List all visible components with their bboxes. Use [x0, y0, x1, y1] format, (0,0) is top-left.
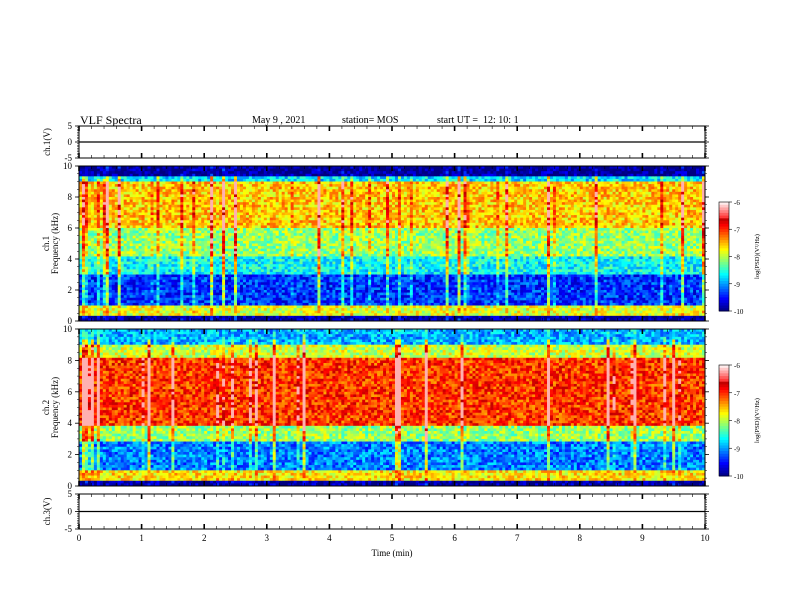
y-tick-label: 4 [68, 254, 73, 264]
y-tick-label: 2 [68, 450, 73, 460]
y-axis-label-quantity: Frequency (kHz) [50, 377, 60, 438]
y-axis-label: ch.3(V) [42, 498, 52, 526]
colorbar-tick-label: -10 [734, 473, 744, 481]
x-tick-label: 2 [202, 533, 207, 543]
colorbar-tick-label: -9 [734, 281, 740, 289]
chart-title: VLF Spectra [80, 113, 142, 128]
x-tick-label: 6 [452, 533, 457, 543]
x-tick-label: 0 [77, 533, 82, 543]
x-tick-label: 8 [578, 533, 583, 543]
colorbar-label: log(PSD)(V²/Hz) [754, 398, 761, 443]
y-axis-label-channel: ch.1 [41, 236, 51, 251]
y-tick-label: 6 [68, 387, 73, 397]
y-tick-label: 8 [68, 355, 73, 365]
panel-ch2-spectrogram [75, 328, 732, 487]
y-tick-label: 6 [68, 223, 73, 233]
colorbar-tick-label: -6 [734, 199, 740, 207]
colorbar-tick-label: -8 [734, 418, 740, 426]
colorbar-tick-label: -7 [734, 390, 740, 398]
colorbar-tick-label: -6 [734, 362, 740, 370]
y-tick-label: 5 [68, 489, 73, 499]
panel-ch3-waveform [75, 493, 709, 530]
colorbar-tick-label: -9 [734, 445, 740, 453]
x-tick-label: 1 [139, 533, 144, 543]
colorbar-tick-label: -7 [734, 226, 740, 234]
y-tick-label: -5 [65, 524, 73, 534]
colorbar-ch1-spectrogram [718, 201, 732, 312]
colorbar-tick-label: -10 [734, 308, 744, 316]
station-label: station= MOS [342, 115, 398, 126]
date-label: May 9 , 2021 [252, 115, 305, 126]
y-tick-label: 10 [63, 324, 73, 334]
panel-ch1-spectrogram [75, 165, 732, 322]
colorbar-label: log(PSD)(V²/Hz) [754, 234, 761, 279]
spectrogram-ch2-spectrogram [79, 329, 706, 487]
x-tick-label: 9 [640, 533, 645, 543]
colorbar-tick-label: -8 [734, 254, 740, 262]
colorbar-ch2-spectrogram [718, 364, 732, 477]
y-tick-label: 0 [68, 481, 73, 491]
y-tick-label: 4 [68, 418, 73, 428]
panel-ch1-waveform [75, 125, 709, 159]
y-axis-label-quantity: Frequency (kHz) [50, 213, 60, 274]
x-tick-label: 4 [327, 533, 332, 543]
x-tick-label: 5 [390, 533, 395, 543]
x-tick-label: 7 [515, 533, 520, 543]
y-axis-label-channel: ch.2 [41, 400, 51, 415]
y-tick-label: 8 [68, 192, 73, 202]
x-tick-label: 3 [265, 533, 270, 543]
y-tick-label: 5 [68, 121, 73, 131]
y-tick-label: 2 [68, 285, 73, 295]
y-tick-label: 0 [68, 507, 73, 517]
x-axis-label: Time (min) [372, 548, 413, 558]
x-tick-label: 10 [701, 533, 711, 543]
y-axis-label: ch.1(V) [42, 128, 52, 156]
y-tick-label: -5 [65, 153, 73, 163]
y-tick-label: 0 [68, 316, 73, 326]
start-time-label: start UT = 12: 10: 1 [437, 115, 519, 126]
y-tick-label: 10 [63, 161, 73, 171]
spectrogram-ch1-spectrogram [79, 166, 706, 322]
y-tick-label: 0 [68, 137, 73, 147]
